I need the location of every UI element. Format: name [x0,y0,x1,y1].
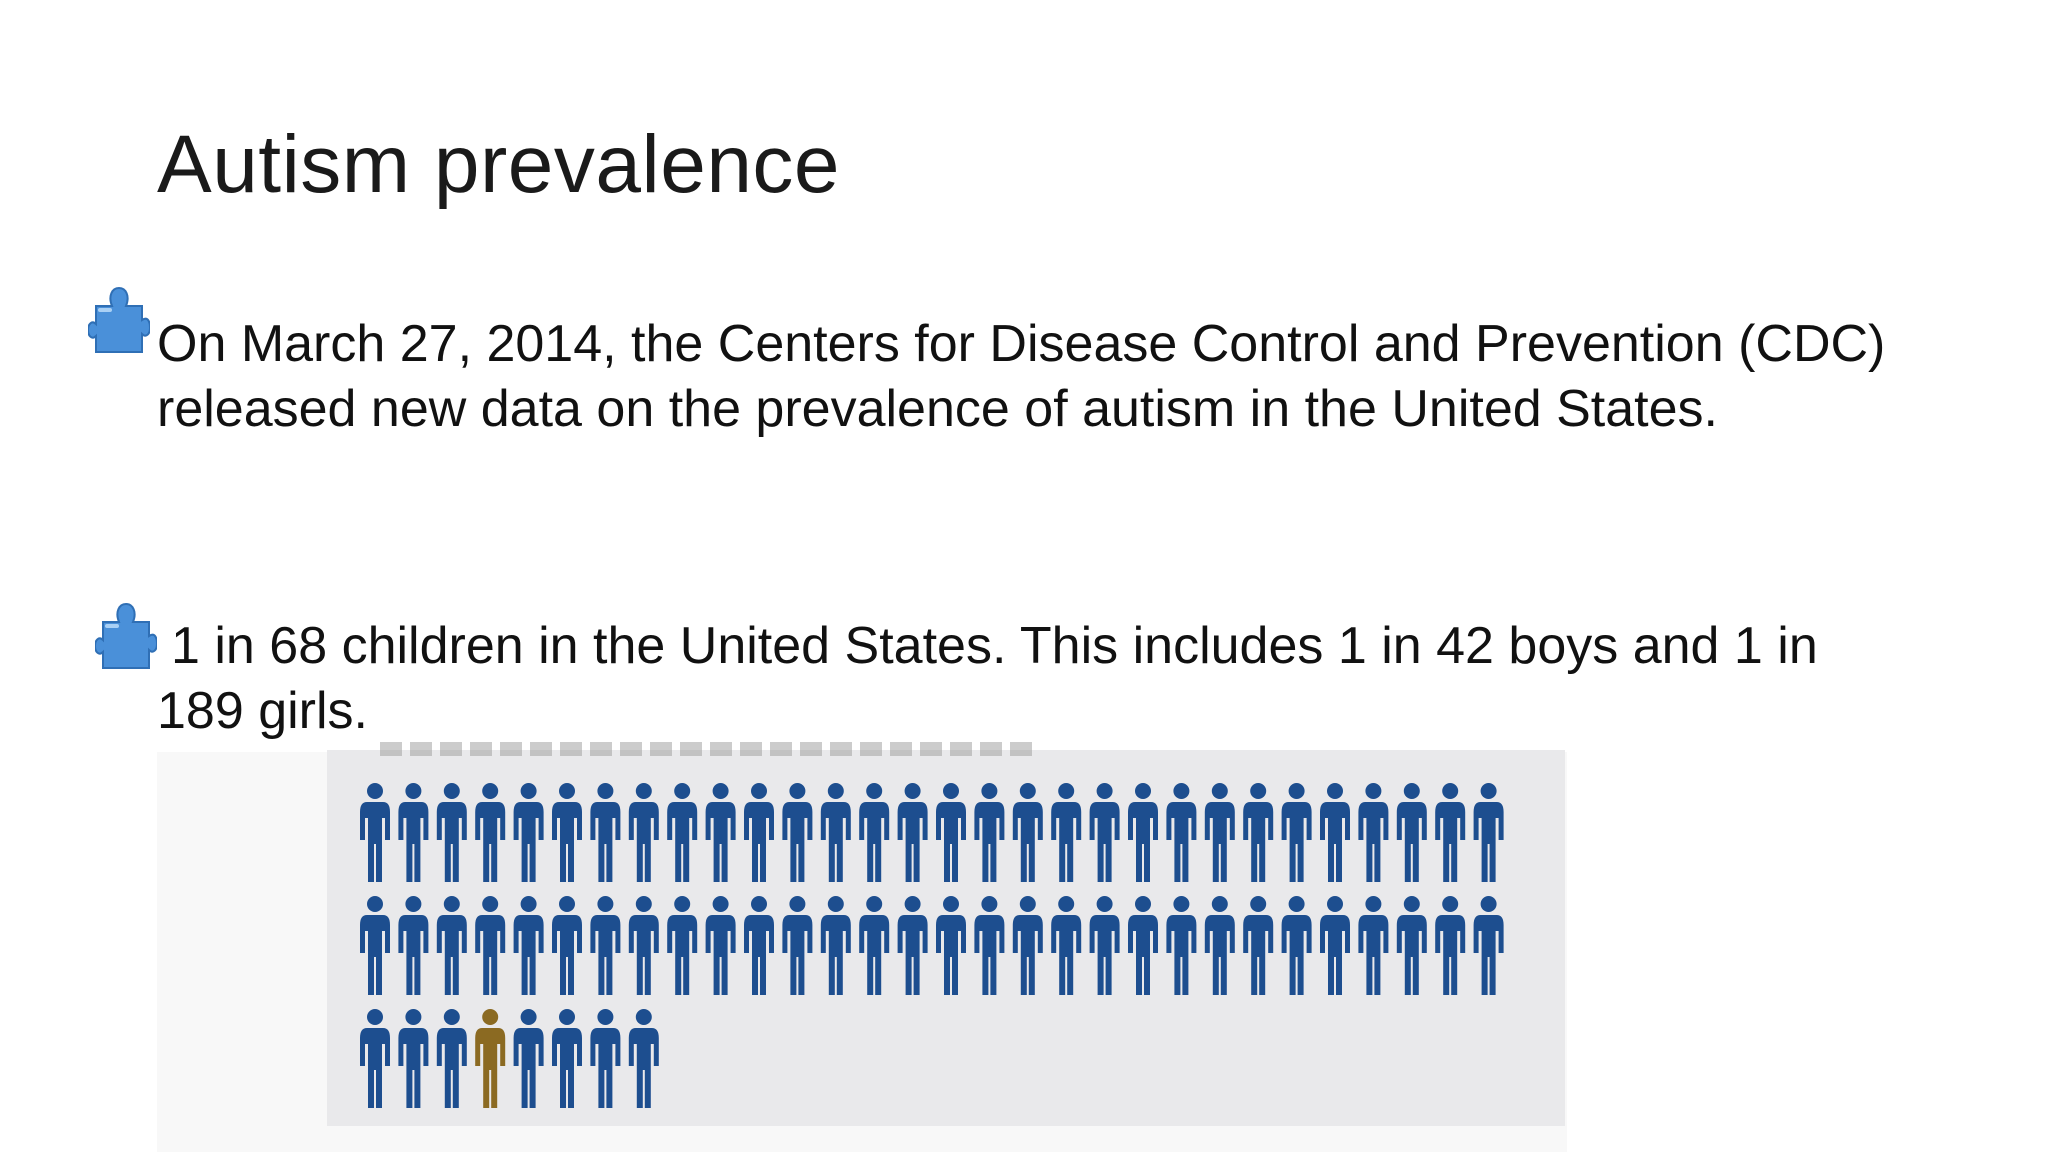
person-icon [1243,783,1274,882]
person-icon [820,783,851,882]
person-icon [1204,783,1235,882]
person-icon [475,896,506,995]
person-icon [859,896,890,995]
person-icon [552,1009,582,1108]
person-icon [1473,783,1504,882]
person-icon [552,783,582,882]
person-icon [1051,783,1082,882]
prevalence-infographic [327,750,1565,1126]
person-icon [936,896,966,995]
person-icon [1128,783,1158,882]
person-icon [1358,783,1389,882]
person-icon [513,783,544,882]
person-icon [782,896,813,995]
person-icon [667,783,698,882]
person-icon [974,783,1005,882]
person-icon [1051,896,1082,995]
person-icon [1281,783,1312,882]
person-icon [705,896,736,995]
person-icon [436,1009,467,1108]
person-icon [1320,896,1350,995]
bullet-item-2: 1 in 68 children in the United States. T… [157,614,1917,744]
person-icon [1435,896,1466,995]
person-icon [1166,783,1197,882]
person-icon [360,783,390,882]
person-icon [1012,783,1043,882]
person-icon [513,896,544,995]
person-icon [590,783,621,882]
person-icon [1204,896,1235,995]
person-icon [360,896,390,995]
person-icon [782,783,813,882]
bullet-item-1: On March 27, 2014, the Centers for Disea… [157,312,1917,442]
person-icon [897,783,928,882]
person-icon [360,1009,390,1108]
person-icon [436,896,467,995]
person-icon [1396,896,1427,995]
person-icon [820,896,851,995]
person-icon [1435,783,1466,882]
person-icon [436,783,467,882]
person-icon [1166,896,1197,995]
person-icon [590,1009,621,1108]
person-icon [1128,896,1158,995]
person-icon [974,896,1005,995]
person-icon [744,896,774,995]
person-icon [590,896,621,995]
person-icon [628,1009,659,1108]
person-icon [628,896,659,995]
puzzle-piece-icon [88,286,150,353]
person-icon [936,783,966,882]
person-icon [398,896,429,995]
person-icon [667,896,698,995]
person-icon [475,783,506,882]
person-icon [1320,783,1350,882]
people-icon-grid [360,783,1504,1108]
person-icon [705,783,736,882]
person-icon [1281,896,1312,995]
bullet-text: 1 in 68 children in the United States. T… [157,617,1818,740]
person-icon [744,783,774,882]
person-icon [859,783,890,882]
person-icon [1473,896,1504,995]
person-icon [1089,783,1120,882]
person-icon [1396,783,1427,882]
puzzle-piece-icon [95,602,157,669]
person-icon [1358,896,1389,995]
person-icon [398,1009,429,1108]
person-icon [628,783,659,882]
person-icon [1089,896,1120,995]
bullet-text: On March 27, 2014, the Centers for Disea… [157,315,1886,438]
person-icon [398,783,429,882]
person-icon [552,896,582,995]
person-icon [1243,896,1274,995]
person-icon [513,1009,544,1108]
slide-title: Autism prevalence [157,119,841,210]
person-icon [1012,896,1043,995]
cropped-caption-strip [380,742,1040,756]
highlighted-person-icon [475,1009,506,1108]
person-icon [897,896,928,995]
